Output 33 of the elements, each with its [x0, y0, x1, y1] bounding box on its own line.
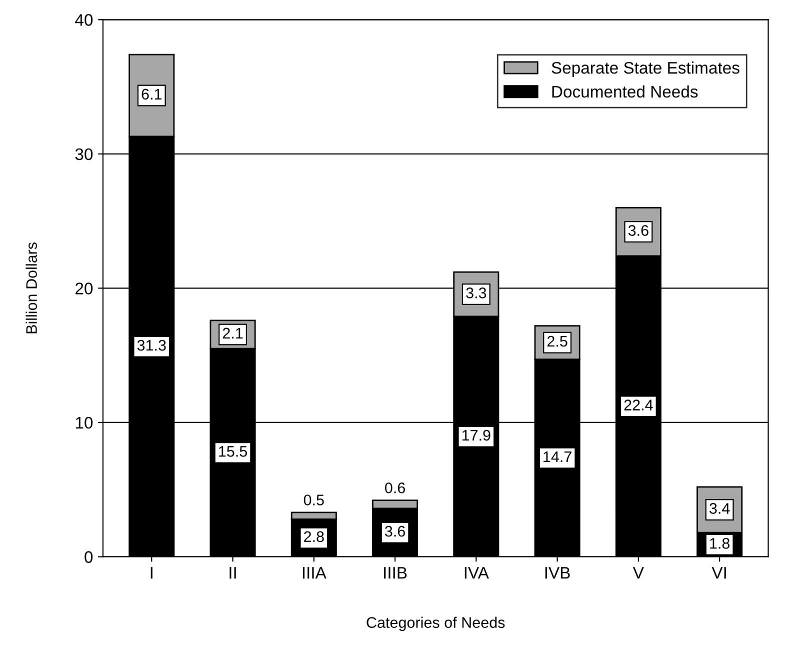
- data-label: 22.4: [624, 400, 653, 410]
- data-label: 0.5: [304, 494, 324, 506]
- x-tick-label: IIIA: [302, 567, 326, 579]
- data-label: 31.3: [137, 340, 166, 351]
- x-tick-label: IIIB: [384, 567, 407, 579]
- data-label: 3.3: [466, 288, 486, 298]
- data-label: 0.6: [385, 482, 405, 494]
- data-label: 17.9: [462, 430, 490, 441]
- y-tick-label: 30: [75, 148, 93, 160]
- data-label: 14.7: [544, 452, 572, 462]
- data-label: 6.1: [142, 88, 162, 100]
- legend-label: Separate State Estimates: [552, 62, 740, 78]
- x-tick-label: II: [230, 567, 236, 579]
- y-axis-title: Billion Dollars: [26, 242, 37, 334]
- data-label: 2.5: [547, 336, 568, 347]
- data-label: 15.5: [219, 446, 247, 457]
- x-tick-label: V: [632, 567, 644, 579]
- data-label: 3.6: [385, 526, 405, 537]
- data-label: 2.1: [222, 328, 243, 338]
- y-tick-label: 40: [75, 14, 93, 26]
- data-label: 3.6: [628, 225, 648, 236]
- y-tick-label: 10: [76, 416, 93, 429]
- y-tick-label: 0: [84, 551, 93, 563]
- legend-label: Documented Needs: [552, 85, 698, 98]
- x-tick-label: IVB: [545, 567, 570, 579]
- data-label: 1.8: [710, 538, 730, 549]
- y-tick-label: 20: [76, 282, 93, 294]
- x-tick-label: I: [150, 567, 152, 579]
- data-label: 3.4: [710, 503, 730, 514]
- x-tick-label: IVA: [464, 567, 489, 579]
- x-axis-title: Categories of Needs: [366, 616, 505, 631]
- data-label: 2.8: [304, 531, 324, 542]
- x-tick-label: VI: [712, 567, 726, 579]
